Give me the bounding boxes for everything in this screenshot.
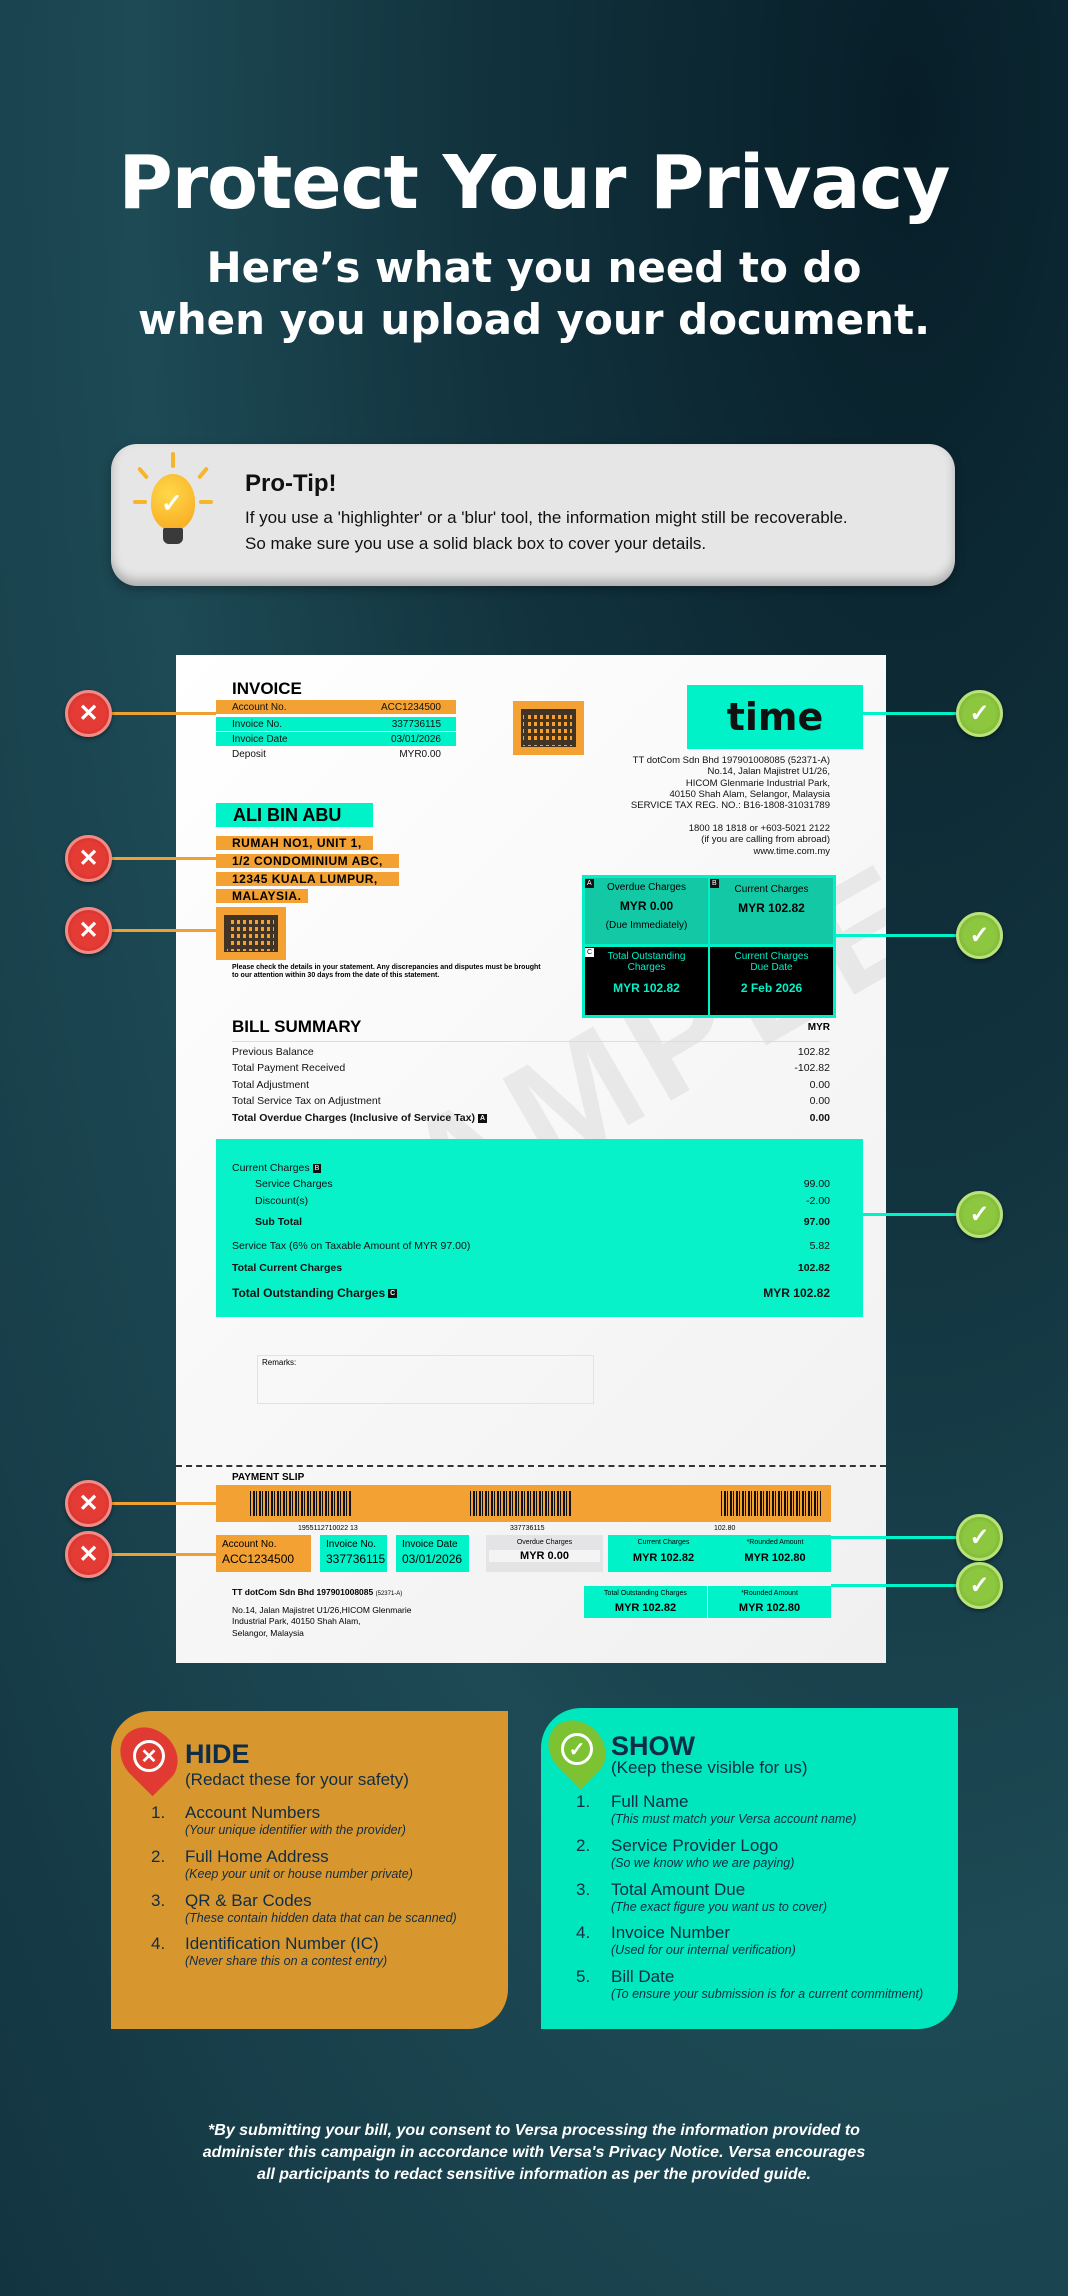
address-line: RUMAH NO1, UNIT 1, <box>216 836 373 850</box>
qr-code-icon <box>216 907 286 960</box>
slip-invoice-no: Invoice No. 337736115 <box>320 1535 387 1572</box>
list-item: 1. Full Name (This must match your Versa a… <box>576 1792 857 1826</box>
hide-panel: ✕ HIDE (Redact these for your safety) 1.… <box>108 1711 508 2029</box>
x-circle-icon: ✕ <box>65 1480 112 1527</box>
pro-tip-card: ✓ Pro-Tip! If you use a 'highlighter' or… <box>111 444 955 586</box>
charges-row: Total Current Charges 102.82 <box>232 1262 830 1274</box>
slip-rounded-amount: *Rounded Amount MYR 102.80 <box>719 1535 831 1572</box>
x-circle-icon: ✕ <box>65 1531 112 1578</box>
summary-row: Previous Balance 102.82 <box>232 1046 830 1058</box>
contact-details: 1800 18 1818 or +603-5021 2122 (if you ar… <box>688 823 830 857</box>
check-circle-icon: ✓ <box>956 1562 1003 1609</box>
list-item: 2. Service Provider Logo (So we know who w… <box>576 1836 795 1870</box>
x-circle-icon: ✕ <box>65 907 112 954</box>
summary-row: Total Payment Received -102.82 <box>232 1062 830 1074</box>
deposit-field: Deposit MYR0.00 <box>232 748 441 760</box>
time-logo: time <box>687 685 863 749</box>
show-subtitle: (Keep these visible for us) <box>611 1758 808 1777</box>
invoice-date-field: Invoice Date 03/01/2026 <box>216 732 456 746</box>
summary-row: Total Adjustment 0.00 <box>232 1079 830 1091</box>
subtitle-line-2: when you upload your document. <box>137 295 931 344</box>
check-circle-icon: ✓ <box>956 912 1003 959</box>
summary-row: Total Overdue Charges (Inclusive of Serv… <box>232 1112 830 1124</box>
list-item: 4. Identification Number (IC) (Never share… <box>151 1934 388 1968</box>
slip-overdue: Overdue Charges MYR 0.00 <box>486 1535 603 1572</box>
list-item: 3. QR & Bar Codes (These contain hidden da… <box>151 1891 457 1925</box>
slip-invoice-date: Invoice Date 03/01/2026 <box>396 1535 469 1572</box>
summary-row: Total Service Tax on Adjustment 0.00 <box>232 1095 830 1107</box>
remarks-box: Remarks: <box>257 1355 594 1404</box>
currency-label: MYR <box>807 1022 830 1033</box>
x-pin-icon: ✕ <box>108 1715 190 1797</box>
account-no-field: Account No. ACC1234500 <box>216 700 456 714</box>
sample-invoice: SAMPLE INVOICE Account No. ACC1234500 Inv… <box>176 655 886 1663</box>
check-circle-icon: ✓ <box>956 1191 1003 1238</box>
x-circle-icon: ✕ <box>65 690 112 737</box>
address-line: 12345 KUALA LUMPUR, <box>216 872 399 886</box>
invoice-heading: INVOICE <box>232 679 302 698</box>
list-item: 3. Total Amount Due (The exact figure you … <box>576 1880 828 1914</box>
charges-row: Service Charges 99.00 <box>255 1178 830 1190</box>
barcode-number: 337736115 <box>510 1525 545 1532</box>
disclaimer: Please check the details in your stateme… <box>232 964 541 979</box>
charges-row: Discount(s) -2.00 <box>255 1195 830 1207</box>
payment-slip-title: PAYMENT SLIP <box>232 1472 305 1483</box>
current-charges-box <box>216 1139 863 1317</box>
pro-tip-line-2: So make sure you use a solid black box t… <box>245 534 707 553</box>
subtitle-line-1: Here’s what you need to do <box>206 243 862 292</box>
barcode-number: 1955112710022 13 <box>298 1525 358 1532</box>
current-charges-heading: Current Charges B <box>232 1162 322 1174</box>
charges-summary-box: A Overdue Charges MYR 0.00 (Due Immediat… <box>582 875 836 1018</box>
invoice-no-field: Invoice No. 337736115 <box>216 717 456 731</box>
page-title: Protect Your Privacy <box>118 140 950 226</box>
slip-company: TT dotCom Sdn Bhd 197901008085 (52371-A)… <box>232 1587 412 1638</box>
qr-code-icon <box>513 701 584 755</box>
consent-footer: *By submitting your bill, you consent to… <box>202 2122 866 2183</box>
check-pin-icon: ✓ <box>536 1708 618 1790</box>
list-item: 2. Full Home Address (Keep your unit or ho… <box>151 1847 413 1881</box>
hide-title: HIDE <box>185 1739 250 1769</box>
barcode-icon <box>250 1491 351 1516</box>
slip-total-outstanding: Total Outstanding Charges MYR 102.82 <box>584 1586 707 1618</box>
customer-name: ALI BIN ABU <box>216 803 373 827</box>
list-item: 5. Bill Date (To ensure your submission is… <box>576 1967 924 2001</box>
hide-subtitle: (Redact these for your safety) <box>185 1770 409 1789</box>
show-panel: ✓ SHOW (Keep these visible for us) 1. Ful… <box>536 1708 958 2029</box>
slip-current-charges: Current Charges MYR 102.82 <box>608 1535 719 1572</box>
list-item: 4. Invoice Number (Used for our internal v… <box>576 1923 796 1957</box>
slip-rounded-amount-2: *Rounded Amount MYR 102.80 <box>708 1586 831 1618</box>
bill-summary-title: BILL SUMMARY <box>232 1017 362 1036</box>
x-circle-icon: ✕ <box>65 835 112 882</box>
pro-tip-line-1: If you use a 'highlighter' or a 'blur' t… <box>245 508 848 527</box>
barcode-number: 102.80 <box>714 1525 736 1532</box>
charges-row: Sub Total 97.00 <box>255 1216 830 1228</box>
barcode-icon <box>721 1491 821 1516</box>
company-details: TT dotCom Sdn Bhd 197901008085 (52371-A)… <box>630 755 830 812</box>
tear-line <box>176 1465 886 1467</box>
check-circle-icon: ✓ <box>956 690 1003 737</box>
slip-account-no: Account No. ACC1234500 <box>216 1535 311 1572</box>
pro-tip-title: Pro-Tip! <box>245 470 337 497</box>
address-line: MALAYSIA. <box>216 889 308 903</box>
charges-row: Total Outstanding Charges C MYR 102.82 <box>232 1286 830 1300</box>
charges-row: Service Tax (6% on Taxable Amount of MYR… <box>232 1240 830 1252</box>
address-line: 1/2 CONDOMINIUM ABC, <box>216 854 399 868</box>
check-circle-icon: ✓ <box>956 1514 1003 1561</box>
barcode-strip <box>216 1485 831 1522</box>
show-title: SHOW <box>611 1731 695 1761</box>
barcode-icon <box>470 1491 571 1516</box>
list-item: 1. Account Numbers (Your unique identifier… <box>151 1803 406 1837</box>
